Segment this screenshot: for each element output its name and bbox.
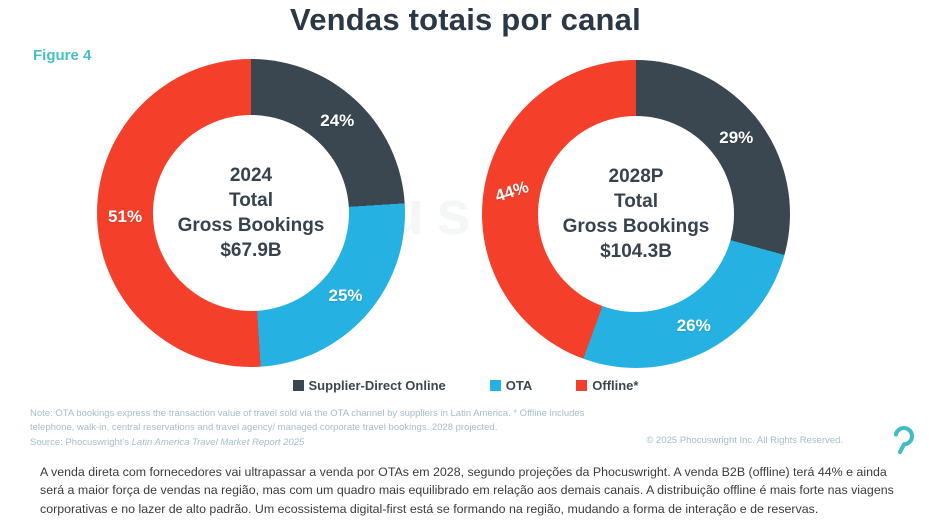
segment-label: 26% <box>676 315 711 335</box>
donut-center-2028p: 2028P Total Gross Bookings $104.3B <box>538 116 734 312</box>
donut-center-line: Total <box>614 190 658 212</box>
segment-label: 29% <box>719 127 754 147</box>
segment-label: 25% <box>328 286 363 306</box>
donut-center-line: Gross Bookings <box>177 215 325 236</box>
source-line: Source: Phocuswright's Latin America Tra… <box>30 436 584 450</box>
figure-label: Figure 4 <box>33 47 92 64</box>
legend-swatch-offline <box>576 380 588 391</box>
footnote: Note: OTA bookings express the transacti… <box>30 407 584 450</box>
segment-label: 51% <box>108 206 143 226</box>
legend-item-supplier-direct: Supplier-Direct Online <box>292 378 446 393</box>
donut-total-value: $104.3B <box>600 241 672 263</box>
donut-chart-2024: 2024 Total Gross Bookings $67.9B 24% 25% 5… <box>97 59 405 367</box>
legend-label: OTA <box>505 378 533 393</box>
donut-center-line: Gross Bookings <box>562 216 710 237</box>
donut-chart-2028p: 2028P Total Gross Bookings $104.3B 29% 26… <box>482 60 790 368</box>
segment-label: 24% <box>320 111 355 131</box>
footnote-line-2: telephone, walk-in, central reservations… <box>30 422 498 434</box>
phocuswright-logo-icon <box>893 426 914 455</box>
donut-period: 2024 <box>229 164 273 186</box>
legend-item-ota: OTA <box>489 378 533 393</box>
legend-swatch-supplier-direct <box>292 380 304 391</box>
footnote-line-1: Note: OTA bookings express the transacti… <box>30 408 585 419</box>
legend-label: Supplier-Direct Online <box>308 378 446 393</box>
donut-center-2024: 2024 Total Gross Bookings $67.9B <box>153 115 349 311</box>
source-prefix: Source: Phocuswright's <box>30 436 132 448</box>
source-report-title: Latin America Travel Market Report 2025 <box>131 436 305 448</box>
legend-swatch-ota <box>489 380 501 391</box>
copyright-text: © 2025 Phocuswright Inc. All Rights Rese… <box>646 435 843 446</box>
donut-center-line: Total <box>229 189 273 211</box>
page-title: Vendas totais por canal <box>290 2 641 37</box>
summary-paragraph: A venda direta com fornecedores vai ultr… <box>40 465 894 516</box>
donut-period: 2028P <box>608 165 664 187</box>
legend-label: Offline* <box>592 378 639 393</box>
legend-item-offline: Offline* <box>576 378 638 393</box>
chart-legend: Supplier-Direct Online OTA Offline* <box>0 378 931 393</box>
donut-total-value: $67.9B <box>220 240 282 262</box>
